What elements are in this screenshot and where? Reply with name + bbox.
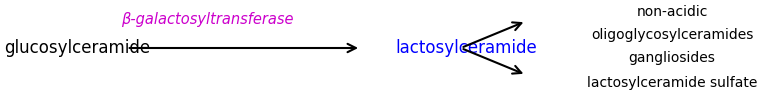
Text: oligoglycosylceramides: oligoglycosylceramides: [591, 28, 753, 42]
Text: non-acidic: non-acidic: [637, 5, 707, 19]
Text: glucosylceramide: glucosylceramide: [4, 39, 150, 57]
Text: β-galactosyltransferase: β-galactosyltransferase: [121, 12, 293, 27]
Text: lactosylceramide sulfate: lactosylceramide sulfate: [587, 76, 757, 90]
Text: gangliosides: gangliosides: [628, 51, 716, 65]
Text: lactosylceramide: lactosylceramide: [396, 39, 538, 57]
